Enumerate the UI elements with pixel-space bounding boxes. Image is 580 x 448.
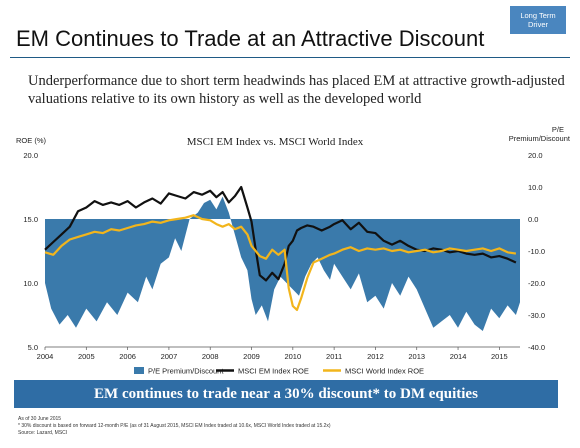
x-tick-label: 2014 [450,352,467,361]
long-term-driver-badge: Long Term Driver [510,6,566,34]
x-tick-label: 2015 [491,352,508,361]
chart-legend: P/E Premium/Discount MSCI EM Index ROE MSC… [134,367,424,376]
y-right-tick-label: -40.0 [528,343,545,352]
discount-banner: EM continues to trade near a 30% discoun… [14,380,558,408]
x-tick-label: 2007 [161,352,178,361]
y-left-tick-label: 15.0 [23,215,38,224]
footnote-source: Source: Lazard, MSCI [18,430,68,436]
title-divider [10,57,570,58]
x-tick-label: 2013 [408,352,425,361]
legend-label: MSCI EM Index ROE [238,367,309,376]
y-right-tick-label: -30.0 [528,311,545,320]
x-tick-label: 2008 [202,352,219,361]
series-area-p-e-premium-discount [45,196,520,331]
series-line-msci-world-index-roe [44,214,517,311]
y-left-tick-label: 20.0 [23,151,38,160]
y-left-tick-label: 5.0 [28,343,38,352]
x-tick-label: 2009 [243,352,260,361]
y-right-tick-label: -20.0 [528,279,545,288]
y-right-tick-label: 20.0 [528,151,543,160]
x-tick-label: 2012 [367,352,384,361]
roe-pe-chart: MSCI EM Index vs. MSCI World Index ROE (… [16,125,571,376]
x-tick-label: 2006 [119,352,136,361]
x-tick-label: 2005 [78,352,95,361]
chart-title: MSCI EM Index vs. MSCI World Index [187,136,364,148]
page-title: EM Continues to Trade at an Attractive D… [16,26,485,51]
y-right-tick-label: 10.0 [528,183,543,192]
legend-label: P/E Premium/Discount [148,367,224,376]
legend-swatch-area [134,367,144,374]
x-tick-label: 2011 [326,352,342,361]
footnote-discount: * 30% discount is based on forward 12-mo… [18,423,331,429]
x-tick-label: 2010 [284,352,301,361]
y-right-tick-label: 0.0 [528,215,538,224]
right-axis-label-line1: P/E [552,125,564,134]
page-subtitle: Underperformance due to short term headw… [28,73,565,107]
y-left-tick-label: 10.0 [23,279,38,288]
legend-label: MSCI World Index ROE [345,367,424,376]
footnote-date: As of 30 June 2015 [18,416,62,422]
y-right-tick-label: -10.0 [528,247,545,256]
left-axis-label: ROE (%) [16,136,47,145]
x-tick-label: 2004 [37,352,54,361]
right-axis-label-line2: Premium/Discount [509,134,571,143]
